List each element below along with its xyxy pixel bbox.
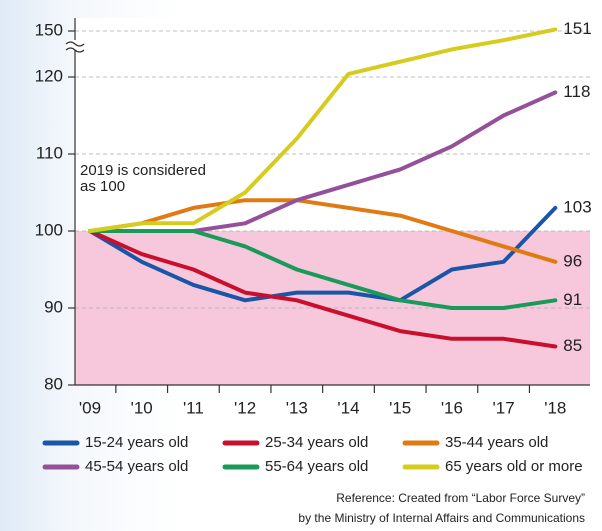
series-line [88,229,558,349]
legend-label: 35-44 years old [445,434,548,451]
y-tick-label: 110 [36,143,63,162]
x-tick-label: '15 [389,398,411,417]
y-tick-label: 100 [35,220,63,239]
x-tick-label: '11 [183,398,204,417]
end-value-label: 96 [563,251,582,270]
legend-label: 15-24 years old [85,434,188,451]
annotation: as 100 [80,178,125,195]
annotation: 2019 is considered [80,162,206,179]
shade-layer [75,18,590,385]
series-line [88,205,558,303]
x-tick-label: '12 [234,398,256,417]
source-note: by the Ministry of Internal Affairs and … [298,511,585,525]
axis-break [65,40,85,53]
y-tick-label: 80 [44,374,63,393]
legend-label: 45-54 years old [85,458,188,475]
series-line [88,198,558,264]
series-line [88,229,558,310]
source-note: Reference: Created from “Labor Force Sur… [336,491,585,505]
x-tick-label: '18 [544,398,566,417]
end-value-label: 151 [563,19,591,38]
end-value-label: 118 [563,82,590,101]
y-tick-label: 120 [35,66,63,85]
x-tick-label: '14 [337,398,359,417]
x-tick-label: '10 [131,398,153,417]
line-layer [88,27,558,349]
legend-label: 65 years old or more [445,458,583,475]
x-tick-label: '13 [286,398,308,417]
y-tick-label: 150 [35,20,63,39]
y-tick-label: 90 [44,297,63,316]
legend-label: 55-64 years old [265,458,368,475]
end-value-label: 85 [563,336,582,355]
x-tick-label: '09 [79,398,101,417]
x-tick-label: '17 [493,398,515,417]
end-value-label: 91 [563,290,582,309]
legend-label: 25-34 years old [265,434,368,451]
series-line [88,27,558,233]
end-value-label: 103 [563,197,591,216]
x-tick-label: '16 [441,398,463,417]
